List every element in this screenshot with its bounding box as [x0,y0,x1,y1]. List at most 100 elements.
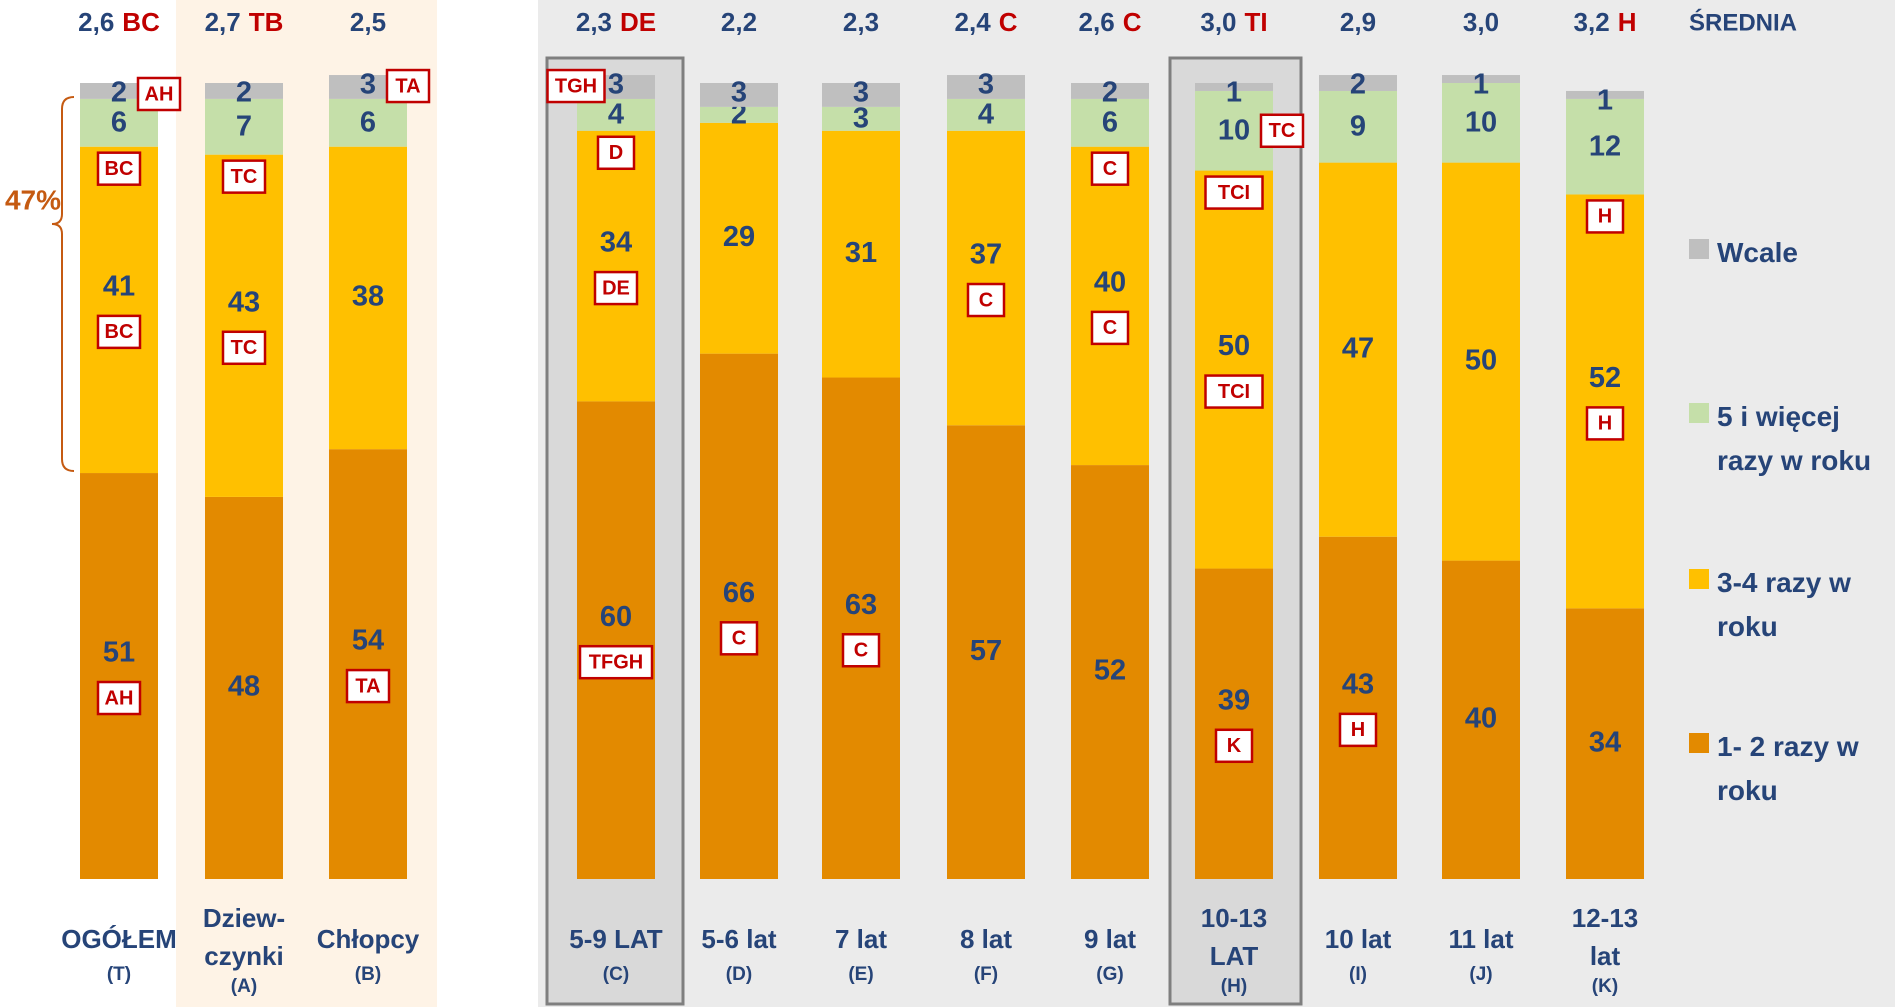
legend-swatch [1689,733,1709,753]
significance-code: TC [1269,120,1296,142]
significance-box [96,151,142,186]
significance-box [1585,199,1625,234]
bar-segment [329,449,407,879]
mean-label: 3,0 [1463,7,1499,37]
bracket [51,96,75,473]
significance-code: TGH [555,75,597,97]
category-label: 10-13 [1201,903,1268,933]
significance-code: DE [602,277,630,299]
bar-segment [205,496,283,879]
significance-code: C [1103,158,1117,180]
value-label: 4 [608,98,624,130]
significance-box [1090,310,1130,346]
bar-segment [80,473,158,879]
bar-segment [822,130,900,378]
mean-value: 3,0 [1463,7,1499,37]
mean-label: 2,3 [843,7,879,37]
legend-label: Wcale [1717,237,1798,268]
value-label: 2 [1102,77,1118,109]
value-label: 6 [360,106,376,138]
category-code: (E) [848,964,873,985]
significance-code: TA [395,75,420,97]
significance-code: TFGH [589,651,643,673]
value-label: 57 [970,635,1002,667]
category-code: (F) [974,964,998,985]
bar-segment [1319,90,1397,163]
mean-value: 3,2 [1574,7,1610,37]
legend-swatch [1689,569,1709,589]
value-label: 66 [723,577,755,609]
significance-box [596,135,636,171]
bar-segment [947,75,1025,99]
bar-segment [1442,75,1520,83]
mean-label: 2,3 DE [576,7,656,37]
mean-label: 2,5 [350,7,386,37]
bar-segment [1566,90,1644,99]
value-label: 50 [1218,330,1250,362]
bar-segment [1071,98,1149,147]
significance-box [385,68,431,104]
mean-code: C [999,7,1018,37]
bar-segment [700,122,778,354]
mean-label: 2,6 BC [78,7,160,37]
significance-code: AH [145,83,174,105]
significance-code: TA [355,675,380,697]
mean-value: 2,9 [1340,7,1376,37]
significance-box [1338,712,1378,748]
value-label: 43 [228,286,260,318]
bar-segment [577,98,655,131]
mean-value: 3,0 [1200,7,1236,37]
annotation: 47% [5,184,61,215]
legend-swatch [1689,403,1709,423]
category-label: LAT [1210,941,1259,971]
significance-box [578,644,654,680]
mean-value: 2,4 [955,7,992,37]
category-code: (I) [1349,964,1367,985]
significance-code: C [1103,317,1117,339]
significance-box [1585,406,1625,441]
bar-segment [1566,194,1644,609]
category-code: (C) [603,964,629,985]
value-label: 1 [1226,77,1242,109]
value-label: 6 [111,106,127,138]
category-label: Dziew- [203,903,285,933]
significance-box [719,621,759,656]
bar-segment [1566,608,1644,879]
value-label: 60 [600,601,632,633]
significance-code: AH [105,687,134,709]
mean-value: 2,6 [78,7,114,37]
legend-item: 3-4 razy w roku [1689,561,1879,649]
category-label: czynki [204,941,284,971]
value-label: 31 [845,237,877,269]
value-label: 51 [103,637,135,669]
category-label: OGÓŁEM [61,924,177,954]
category-label: 7 lat [835,924,887,954]
category-label: 5-6 lat [701,924,776,954]
value-label: 52 [1094,655,1126,687]
mean-value: 2,3 [576,7,612,37]
mean-label: 2,6 C [1079,7,1142,37]
significance-box [221,330,267,366]
mean-value: 2,2 [721,7,757,37]
value-label: 40 [1465,702,1497,734]
value-label: 37 [970,239,1002,271]
bar-segment [822,106,900,131]
significance-code: TC [231,337,258,359]
mean-value: 2,6 [1079,7,1115,37]
significance-code: C [732,628,746,650]
bar-segment [1071,465,1149,879]
significance-box [96,680,142,716]
category-code: (K) [1592,976,1618,997]
mean-code: H [1618,7,1637,37]
value-label: 10 [1465,106,1497,138]
significance-code: TCI [1218,381,1250,403]
significance-code: C [854,640,868,662]
category-code: (D) [726,964,752,985]
category-label: Chłopcy [317,924,420,954]
value-label: 40 [1094,267,1126,299]
value-label: 41 [103,271,135,303]
value-label: 1 [1473,69,1489,101]
value-label: 3 [853,77,869,109]
bar-segment [1195,568,1273,879]
mean-label: 2,7 TB [205,7,284,37]
